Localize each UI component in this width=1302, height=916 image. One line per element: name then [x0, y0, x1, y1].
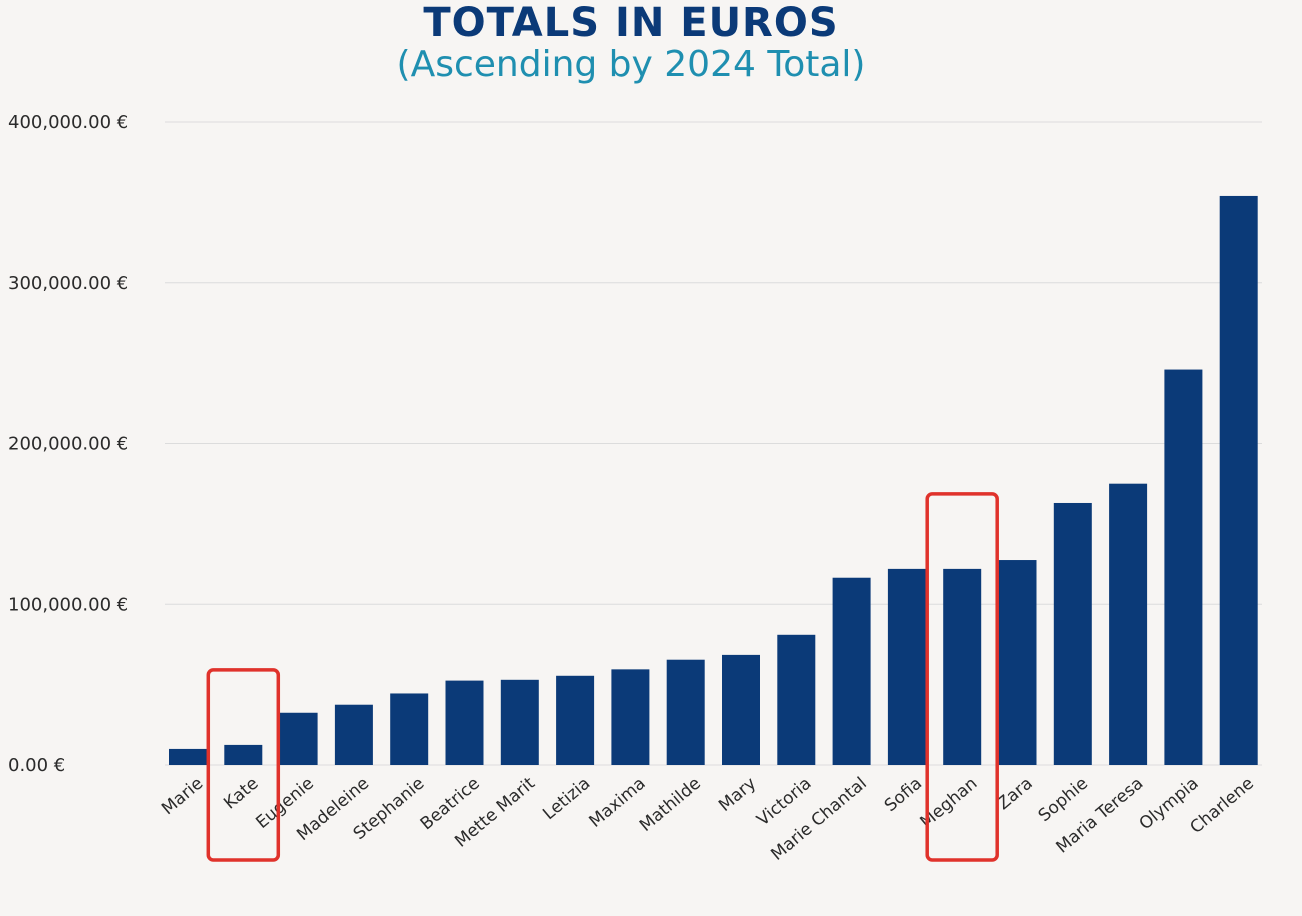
bar: [1164, 369, 1203, 765]
x-tick-label: Sofia: [881, 774, 926, 817]
bar: [1109, 483, 1148, 765]
highlight-box: [925, 492, 999, 862]
chart-title: TOTALS IN EUROS: [423, 0, 839, 46]
bar: [500, 679, 539, 765]
bar: [279, 712, 318, 765]
bar: [556, 675, 595, 765]
bar: [722, 654, 760, 765]
bar: [887, 568, 926, 765]
x-tick-label: Mary: [715, 774, 760, 816]
bar: [998, 560, 1037, 765]
bar: [1219, 195, 1258, 765]
x-tick-label: Zara: [994, 774, 1037, 815]
y-tick-label: 400,000.00 €: [8, 112, 128, 133]
x-tick-label: Marie Chantal: [767, 774, 870, 865]
y-tick-label: 100,000.00 €: [8, 594, 128, 615]
y-tick-label: 200,000.00 €: [8, 434, 128, 455]
y-tick-label: 300,000.00 €: [8, 273, 128, 294]
chart-subtitle: (Ascending by 2024 Total): [396, 44, 866, 85]
bar: [666, 659, 705, 765]
bar: [390, 693, 429, 765]
x-tick-label: Kate: [220, 774, 262, 814]
bar: [1053, 502, 1092, 765]
bar: [832, 577, 871, 765]
bar: [224, 744, 263, 765]
bar: [777, 634, 816, 765]
bar: [169, 748, 207, 765]
y-tick-label: 0.00 €: [8, 755, 65, 776]
x-tick-label: Mathilde: [636, 774, 705, 836]
highlight-box: [206, 668, 281, 862]
x-tick-label: Marie: [158, 774, 207, 820]
bar: [611, 669, 650, 765]
bar: [943, 568, 982, 765]
bar: [334, 704, 373, 765]
bar: [445, 680, 484, 765]
